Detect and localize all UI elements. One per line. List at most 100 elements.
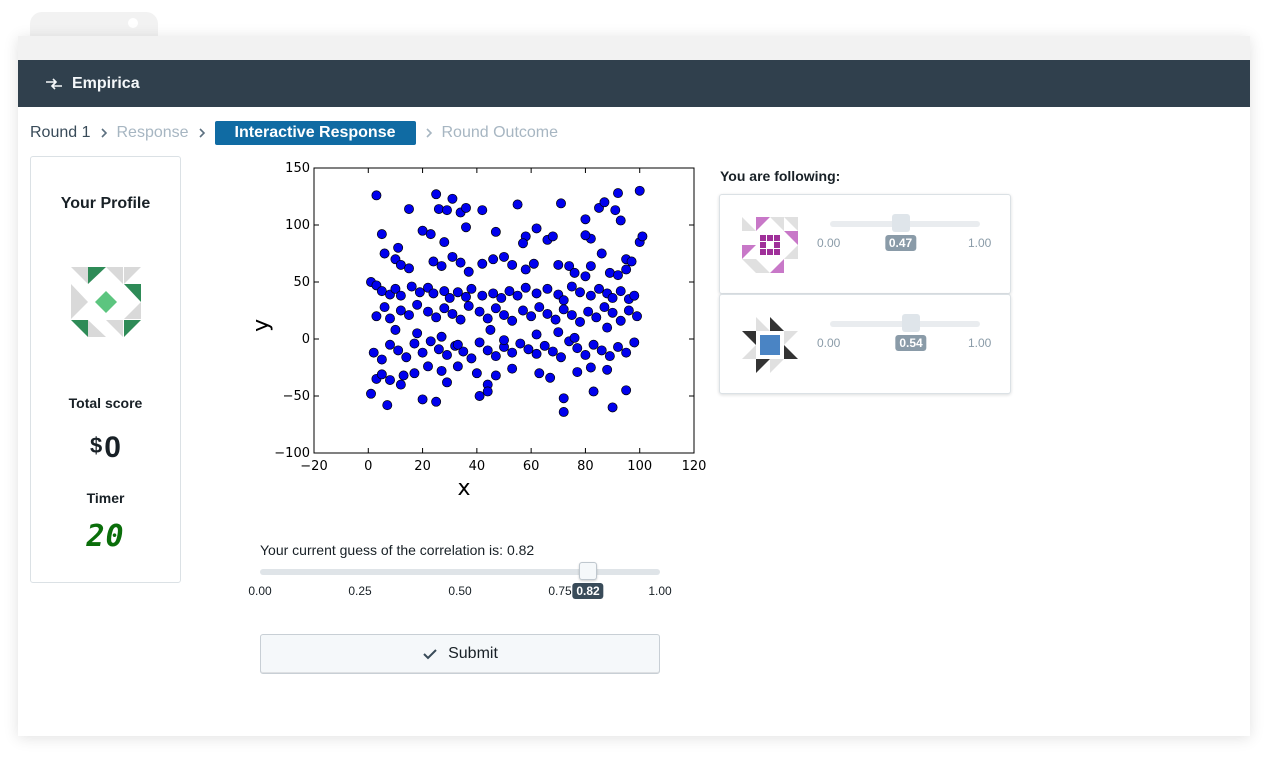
data-point [406, 281, 417, 292]
x-tick-label: 120 [682, 459, 707, 474]
data-point [474, 391, 485, 401]
data-point [439, 237, 450, 248]
data-point [458, 346, 469, 357]
guess-text: Your current guess of the correlation is… [260, 542, 535, 558]
data-point [425, 336, 436, 347]
data-point [376, 354, 387, 365]
data-point [376, 229, 387, 240]
data-point [431, 189, 442, 200]
data-point [371, 190, 382, 201]
data-point [512, 290, 523, 301]
data-point [553, 327, 564, 338]
data-point [404, 204, 414, 214]
data-point [526, 311, 537, 322]
data-point [566, 281, 577, 292]
correlation-slider-track[interactable] [260, 569, 660, 575]
data-point [452, 339, 463, 350]
x-tick-label: 80 [577, 459, 594, 474]
data-point [599, 302, 610, 313]
data-point [499, 310, 509, 321]
data-point [442, 205, 452, 216]
breadcrumb-round: Round 1 [30, 124, 91, 141]
data-point [621, 385, 632, 396]
slider-tick: 1.00 [648, 584, 672, 598]
data-point [580, 271, 591, 282]
y-axis-label: y [249, 319, 274, 332]
data-point [599, 197, 610, 208]
data-point [477, 205, 488, 216]
data-point [474, 337, 485, 348]
player-slider-handle [902, 314, 920, 332]
data-point [409, 368, 420, 379]
data-point [463, 300, 474, 311]
data-point [490, 303, 501, 314]
data-point [585, 261, 596, 271]
data-point [542, 283, 553, 294]
data-point [580, 230, 591, 241]
slider-min-label: 0.00 [817, 336, 841, 350]
avatar [71, 267, 141, 337]
slider-tick: 0.00 [248, 584, 272, 598]
data-point [580, 214, 591, 225]
data-point [428, 256, 439, 267]
player-guess-value: 0.54 [895, 335, 927, 351]
data-point [534, 368, 545, 379]
data-point [626, 256, 637, 267]
x-tick-label: −20 [300, 459, 327, 474]
timer-value: 20 [86, 519, 125, 554]
player-slider-handle [891, 214, 910, 232]
data-point [523, 344, 534, 355]
data-point [442, 350, 452, 360]
data-point [447, 251, 458, 262]
data-point [488, 254, 499, 265]
data-point [545, 372, 556, 383]
data-point [404, 263, 414, 274]
data-point [376, 369, 387, 380]
data-point [379, 248, 390, 259]
data-point [433, 344, 444, 355]
data-point [431, 312, 442, 323]
data-point [604, 267, 615, 278]
breadcrumb-response: Response [116, 124, 189, 141]
chevron-right-icon [425, 128, 432, 138]
data-point [395, 379, 406, 390]
correlation-slider-handle[interactable] [579, 562, 597, 580]
data-point [368, 347, 379, 358]
x-tick-label: 60 [523, 459, 540, 474]
data-point [518, 305, 528, 316]
data-point [425, 229, 436, 240]
data-point [423, 306, 433, 317]
data-point [417, 347, 428, 358]
data-point [613, 342, 623, 352]
slider-min-label: 0.00 [817, 236, 841, 250]
submit-button[interactable]: Submit [260, 634, 660, 674]
data-point [385, 313, 395, 324]
data-point [534, 302, 545, 313]
data-point [558, 407, 569, 417]
data-point [466, 353, 477, 364]
data-point [588, 339, 599, 350]
data-point [436, 331, 447, 342]
browser-window: Empirica Round 1 Response Interactive Re… [18, 36, 1250, 736]
data-point [436, 261, 447, 271]
data-point [461, 222, 471, 233]
profile-title: Your Profile [60, 195, 151, 212]
slider-max-label: 1.00 [968, 236, 992, 250]
data-point [482, 313, 493, 324]
data-point [401, 352, 412, 363]
x-tick-label: 0 [364, 459, 372, 474]
currency-symbol: $ [90, 433, 103, 458]
data-point [558, 393, 569, 404]
data-point [569, 332, 580, 343]
data-point [488, 288, 499, 299]
followed-player-card: 0.00 1.00 0.54 [719, 294, 1011, 394]
data-point [528, 258, 539, 269]
slider-max-label: 1.00 [968, 336, 992, 350]
data-point [572, 367, 583, 378]
empirica-logo-icon [46, 77, 62, 90]
x-tick-label: 40 [469, 459, 486, 474]
data-point [615, 315, 626, 326]
data-point [404, 310, 414, 321]
data-point [482, 386, 493, 397]
data-point [507, 363, 518, 374]
